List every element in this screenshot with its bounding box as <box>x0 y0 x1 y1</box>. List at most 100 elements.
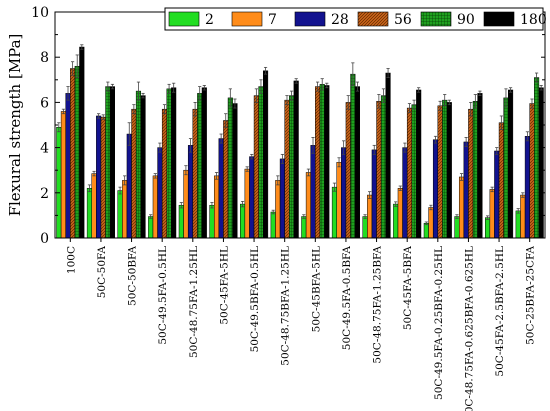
bar-28-cat-13 <box>432 139 439 239</box>
error-bar-180-cat-1 <box>80 44 84 50</box>
error-bar-2-cat-16 <box>516 208 520 214</box>
error-bar-90-cat-4 <box>167 83 171 94</box>
error-bar-2-cat-2 <box>87 184 92 193</box>
error-bar-2-cat-9 <box>302 214 306 219</box>
error-bar-2-cat-4 <box>149 214 153 219</box>
bar-56-cat-12 <box>406 107 413 239</box>
y-axis-label: Flexural strength [MPa] <box>6 34 24 217</box>
bar-28-cat-14 <box>463 141 469 239</box>
legend-swatch-180 <box>483 11 515 27</box>
error-bar-56-cat-1 <box>71 61 75 76</box>
bar-180-cat-4 <box>171 87 177 239</box>
y-tick-label-6: 6 <box>40 95 49 111</box>
error-bar-90-cat-3 <box>136 81 141 101</box>
error-bar-56-cat-12 <box>407 103 412 113</box>
x-tick-label-14: 50C-48.75FA-0.625BFA-0.625HL <box>463 246 475 411</box>
y-tick-label-4: 4 <box>40 141 49 157</box>
x-tick-label-7: 50C-49.5BFA-0.5HL <box>249 246 261 352</box>
error-bar-56-cat-16 <box>530 98 534 109</box>
bar-56-cat-14 <box>468 108 474 239</box>
error-bar-7-cat-7 <box>245 166 249 172</box>
bar-28-cat-6 <box>218 138 224 239</box>
error-bar-90-cat-15 <box>504 88 508 108</box>
error-bar-2-cat-12 <box>394 201 398 207</box>
error-bar-56-cat-14 <box>469 102 473 117</box>
bar-56-cat-10 <box>345 102 351 239</box>
bar-56-cat-11 <box>376 101 382 239</box>
bar-90-cat-6 <box>227 97 233 239</box>
error-bar-180-cat-5 <box>202 85 206 91</box>
bar-90-cat-3 <box>135 90 142 239</box>
bar-180-cat-2 <box>109 86 115 239</box>
error-bar-56-cat-10 <box>346 95 350 110</box>
legend-label-56: 56 <box>394 12 412 28</box>
error-bar-28-cat-7 <box>250 153 254 160</box>
bar-56-cat-7 <box>253 95 259 239</box>
bar-90-cat-10 <box>350 73 356 239</box>
bar-28-cat-10 <box>341 147 347 239</box>
error-bar-28-cat-9 <box>311 137 315 154</box>
bar-28-cat-2 <box>96 115 102 239</box>
error-bar-180-cat-16 <box>539 85 543 91</box>
error-bar-7-cat-4 <box>153 173 157 179</box>
error-bar-90-cat-12 <box>412 99 416 110</box>
bar-2-cat-9 <box>301 216 307 239</box>
bar-2-cat-15 <box>485 217 491 239</box>
bar-28-cat-9 <box>310 145 316 239</box>
error-bar-2-cat-14 <box>455 214 459 219</box>
bar-90-cat-13 <box>442 99 448 239</box>
error-bar-90-cat-11 <box>381 88 386 103</box>
bar-56-cat-5 <box>192 108 198 239</box>
error-bar-90-cat-2 <box>106 81 110 92</box>
error-bar-90-cat-14 <box>473 94 477 109</box>
x-tick-label-10: 50C-49.5FA-0.5BFA <box>341 246 353 351</box>
bar-28-cat-7 <box>249 156 255 239</box>
bar-7-cat-7 <box>244 168 250 239</box>
error-bar-90-cat-5 <box>198 86 202 101</box>
bar-180-cat-11 <box>385 72 391 239</box>
error-bar-180-cat-12 <box>417 87 421 93</box>
bar-28-cat-16 <box>524 136 530 239</box>
bar-90-cat-5 <box>197 93 203 239</box>
bar-180-cat-12 <box>416 89 422 239</box>
bar-2-cat-12 <box>393 203 399 239</box>
bar-180-cat-9 <box>324 85 330 239</box>
y-tick-label-10: 10 <box>31 5 49 21</box>
bar-2-cat-2 <box>86 188 92 239</box>
legend-item-180: 180 <box>483 11 547 28</box>
bar-28-cat-11 <box>371 149 377 239</box>
legend-item-2: 2 <box>168 11 214 28</box>
bar-180-cat-5 <box>201 87 207 239</box>
error-bar-28-cat-3 <box>127 122 131 146</box>
error-bar-90-cat-9 <box>320 78 324 91</box>
bar-2-cat-5 <box>178 204 184 239</box>
error-bar-2-cat-8 <box>271 209 275 215</box>
error-bar-56-cat-6 <box>224 113 228 128</box>
bar-90-cat-16 <box>534 77 540 239</box>
bar-90-cat-12 <box>411 104 417 239</box>
error-bar-2-cat-1 <box>57 122 61 133</box>
bar-56-cat-13 <box>437 105 443 239</box>
error-bar-28-cat-15 <box>495 147 499 155</box>
error-bar-7-cat-14 <box>459 173 464 181</box>
error-bar-28-cat-16 <box>525 131 529 142</box>
bar-90-cat-2 <box>105 86 111 239</box>
bar-56-cat-2 <box>100 116 106 239</box>
error-bar-180-cat-6 <box>233 98 237 109</box>
legend-swatch-2 <box>168 11 200 27</box>
legend-label-2: 2 <box>205 12 214 28</box>
legend-label-180: 180 <box>520 12 547 28</box>
error-bar-2-cat-11 <box>363 214 367 219</box>
x-tick-label-4: 50C-49.5FA-0.5HL <box>157 246 169 345</box>
error-bar-56-cat-4 <box>162 104 167 115</box>
bar-2-cat-1 <box>56 127 62 239</box>
error-bar-2-cat-6 <box>210 202 214 209</box>
error-bar-56-cat-2 <box>101 114 105 120</box>
bar-2-cat-16 <box>515 210 521 239</box>
legend-swatch-28 <box>294 11 326 27</box>
bar-7-cat-14 <box>458 176 465 239</box>
bar-7-cat-13 <box>428 207 434 239</box>
bar-7-cat-2 <box>91 173 97 239</box>
bar-28-cat-15 <box>494 150 500 239</box>
